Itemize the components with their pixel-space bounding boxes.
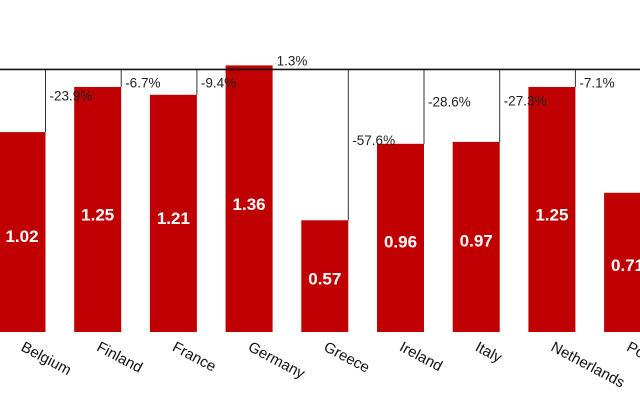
value-label: 0.96 xyxy=(384,233,417,252)
bar xyxy=(225,65,273,333)
category-label: France xyxy=(170,339,219,376)
value-label: 0.97 xyxy=(460,232,493,251)
bar xyxy=(377,143,424,332)
change-label: -23.9% xyxy=(50,89,93,104)
change-label: 1.3% xyxy=(277,53,308,68)
value-labels-group: 1.02 1.25 1.21 1.36 0.57 0.96 0.97 1.25 0.71 xyxy=(5,195,640,288)
change-label: -6.7% xyxy=(125,75,160,90)
bar xyxy=(149,94,197,332)
category-label: Finland xyxy=(94,339,145,377)
bar xyxy=(452,141,500,332)
category-label: Belgium xyxy=(18,339,74,379)
leader-lines-group xyxy=(45,69,576,221)
category-labels-group: Belgium Finland France Germany Greece Ireland… xyxy=(18,339,640,392)
value-label: 0.71 xyxy=(611,256,640,275)
value-label: 1.21 xyxy=(157,209,190,228)
category-label: Ireland xyxy=(397,339,445,376)
category-label: Greece xyxy=(321,339,372,377)
value-label: 0.57 xyxy=(308,269,341,288)
change-labels-group: -23.9% -6.7% -9.4% 1.3% -57.6% -28.6% -27.3% -7… xyxy=(50,53,615,148)
change-label: -57.6% xyxy=(352,133,395,148)
bar xyxy=(74,87,122,332)
value-label: 1.25 xyxy=(81,205,114,224)
category-label: Po xyxy=(624,339,640,363)
change-label: -7.1% xyxy=(579,75,614,90)
bar xyxy=(301,220,349,332)
value-label: 1.02 xyxy=(5,227,38,246)
bars-group xyxy=(0,65,640,333)
bar xyxy=(0,132,46,332)
category-label: Italy xyxy=(472,339,505,367)
category-label: Germany xyxy=(245,339,308,383)
bar xyxy=(604,192,640,332)
bar xyxy=(528,87,576,332)
value-label: 1.36 xyxy=(233,195,266,214)
change-label: -27.3% xyxy=(504,94,547,109)
value-label: 1.25 xyxy=(535,205,568,224)
change-label: -28.6% xyxy=(428,95,471,110)
change-label: -9.4% xyxy=(201,75,236,90)
category-label: Netherlands xyxy=(548,339,627,392)
